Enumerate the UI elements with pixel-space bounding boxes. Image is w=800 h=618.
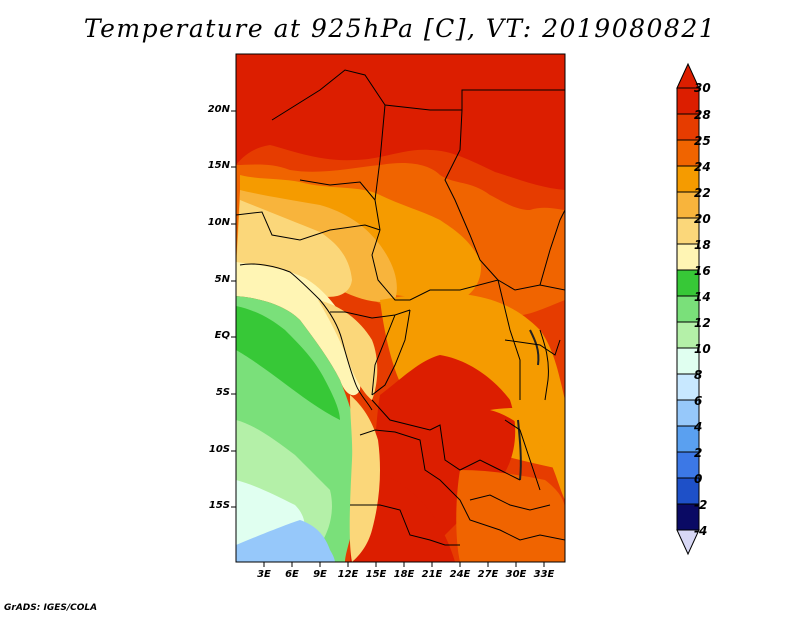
lon-label: 30E [505, 569, 527, 580]
lon-label: 15E [365, 569, 387, 580]
plot-title: Temperature at 925hPa [C], VT: 201908082… [83, 14, 717, 43]
lon-label: 33E [533, 569, 555, 580]
lon-label: 3E [257, 569, 271, 580]
lat-label: 5S [215, 387, 230, 398]
colorbar-label: 30 [694, 81, 711, 95]
colorbar-lower-arrow [676, 529, 700, 556]
lon-label: 24E [449, 569, 471, 580]
colorbar [676, 62, 700, 556]
lat-label: 10S [208, 444, 230, 455]
lat-label: 20N [207, 104, 230, 115]
lon-label: 6E [285, 569, 299, 580]
country-borders [236, 69, 565, 546]
colorbar-label: 4 [694, 420, 703, 434]
colorbar-label: 10 [694, 342, 711, 356]
colorbar-label: 2 [694, 446, 703, 460]
lon-ticks [263, 562, 545, 567]
lon-label: 21E [421, 569, 443, 580]
lat-label: 10N [207, 217, 230, 228]
colorbar-label: 6 [694, 394, 703, 408]
colorbar-label: 25 [694, 134, 711, 148]
colorbar-label: 18 [694, 238, 711, 252]
colorbar-label: 16 [694, 264, 711, 278]
lat-ticks [231, 110, 236, 508]
lon-label: 27E [477, 569, 499, 580]
colorbar-label: 28 [694, 108, 711, 122]
colorbar-label: 8 [694, 368, 703, 382]
lat-label: 15S [208, 500, 230, 511]
lon-label: 9E [313, 569, 327, 580]
colorbar-label: 12 [694, 316, 711, 330]
colorbar-label: 20 [694, 212, 711, 226]
temperature-field [236, 54, 565, 562]
grads-credit: GrADS: IGES/COLA [4, 603, 98, 613]
lat-label: 5N [214, 274, 230, 285]
lon-label: 12E [337, 569, 359, 580]
colorbar-label: 14 [694, 290, 711, 304]
colorbar-label: 0 [694, 472, 703, 486]
map-frame [235, 53, 566, 563]
colorbar-label: 22 [694, 186, 711, 200]
lat-label: EQ [214, 330, 230, 341]
colorbar-label: -2 [694, 498, 708, 512]
lon-label: 18E [393, 569, 415, 580]
lat-label: 15N [207, 160, 230, 171]
colorbar-label: 24 [694, 160, 711, 174]
colorbar-label: -4 [694, 524, 708, 538]
